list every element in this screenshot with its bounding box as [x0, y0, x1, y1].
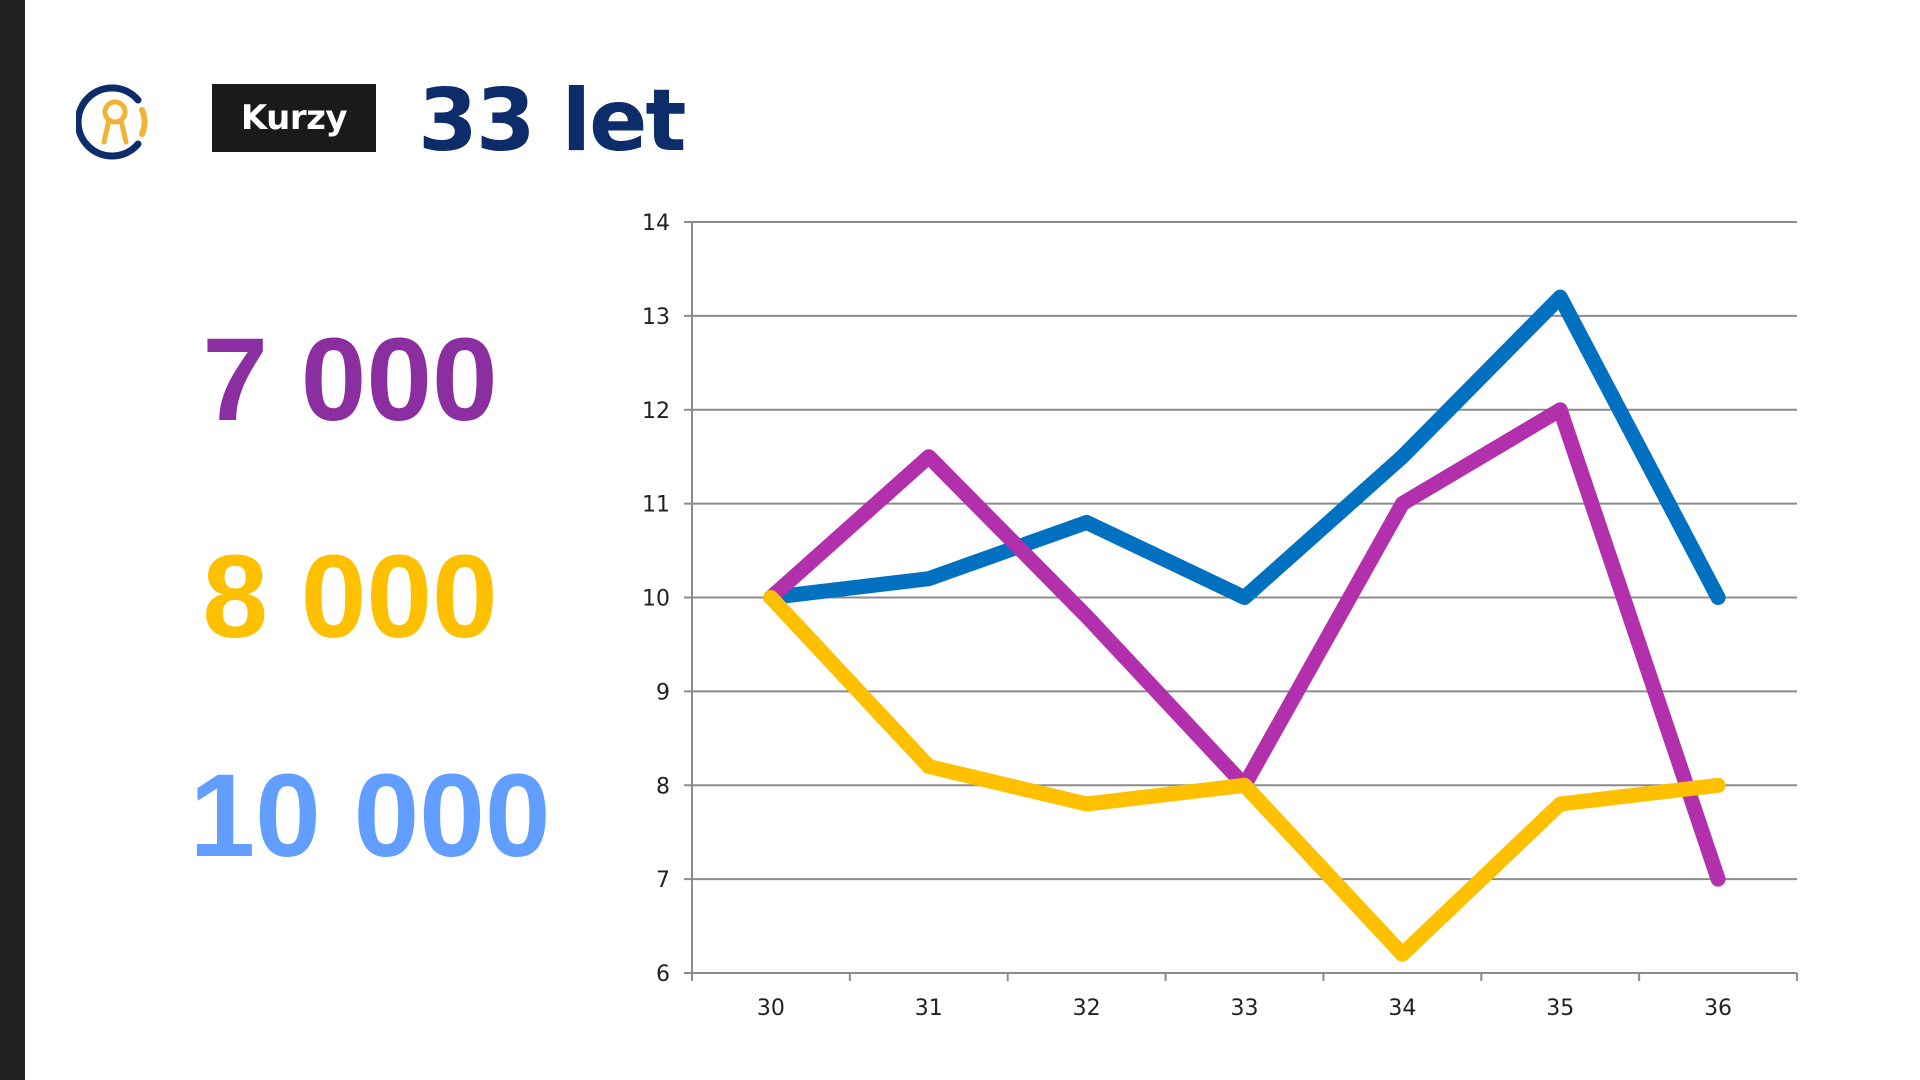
series-line-2 [763, 590, 1726, 962]
x-tick-label: 36 [1704, 996, 1732, 1021]
y-tick-label: 13 [642, 305, 670, 330]
line-chart: 6 7 8 9 10 11 12 13 14 30 31 32 33 34 35 36 [642, 211, 1798, 1021]
stat-value-purple: 7 000 [202, 314, 498, 446]
y-tick-label: 8 [656, 774, 670, 799]
y-tick-label: 9 [656, 680, 670, 705]
y-tick-label: 10 [642, 587, 670, 612]
y-tick-label: 14 [642, 211, 670, 236]
left-edge-bar [0, 0, 25, 1080]
x-tick-label: 34 [1388, 996, 1416, 1021]
x-tick-label: 33 [1231, 996, 1259, 1021]
page-title: 33 let [418, 71, 687, 171]
stat-value-yellow: 8 000 [202, 531, 498, 663]
x-tick-label: 35 [1546, 996, 1574, 1021]
stat-value-blue: 10 000 [189, 750, 551, 882]
x-tick-label: 30 [757, 996, 785, 1021]
logo-accent-arc [139, 107, 148, 137]
logo-body [101, 117, 129, 145]
brand-label: Kurzy [240, 98, 348, 138]
x-tick-label: 32 [1073, 996, 1101, 1021]
logo-head [102, 99, 128, 125]
y-tick-label: 12 [642, 399, 670, 424]
series-line-0 [763, 289, 1726, 605]
logo-ring [76, 84, 142, 160]
keyhole-person-logo-icon [76, 84, 148, 160]
y-tick-label: 11 [642, 493, 670, 518]
x-tick-label: 31 [915, 996, 943, 1021]
brand-badge: Kurzy [212, 84, 376, 152]
y-tick-label: 6 [656, 962, 670, 987]
y-tick-label: 7 [656, 868, 670, 893]
